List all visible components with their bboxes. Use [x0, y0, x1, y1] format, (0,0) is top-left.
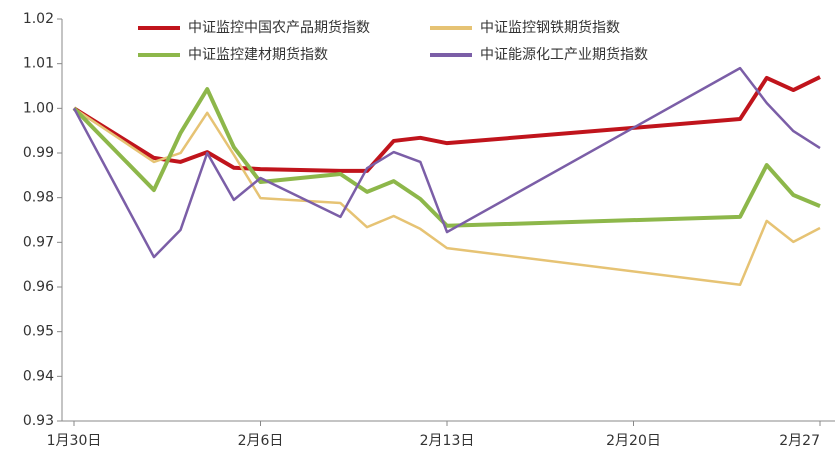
y-tick-label: 0.99	[23, 145, 54, 161]
x-tick-label: 1月30日	[47, 433, 102, 449]
y-tick-label: 0.94	[23, 368, 54, 384]
x-tick-label: 2月13日	[420, 433, 475, 449]
y-tick-label: 0.93	[23, 413, 54, 429]
y-tick-label: 0.97	[23, 234, 54, 250]
x-tick-label: 2月6日	[238, 433, 284, 449]
y-tick-label: 0.95	[23, 324, 54, 340]
y-tick-label: 1.00	[23, 100, 54, 116]
y-tick-label: 0.96	[23, 279, 54, 295]
legend-label: 中证监控钢铁期货指数	[480, 19, 620, 36]
legend-label: 中证能源化工产业期货指数	[480, 46, 648, 63]
series-line	[72, 66, 821, 259]
legend-label: 中证监控中国农产品期货指数	[188, 19, 370, 36]
x-tick-label: 2月27	[779, 433, 820, 449]
series-line	[73, 107, 821, 287]
y-tick-label: 1.02	[23, 11, 54, 27]
legend-label: 中证监控建材期货指数	[188, 46, 328, 63]
y-tick-label: 0.98	[23, 190, 54, 206]
y-tick-label: 1.01	[23, 56, 54, 72]
x-tick-label: 2月20日	[606, 433, 661, 449]
series-line	[72, 87, 821, 228]
